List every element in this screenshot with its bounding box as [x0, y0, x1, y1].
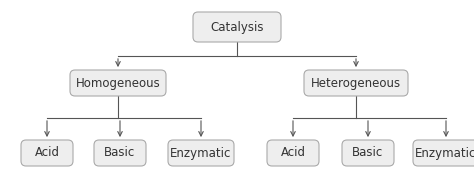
FancyBboxPatch shape — [304, 70, 408, 96]
Text: Acid: Acid — [35, 146, 60, 160]
Text: Basic: Basic — [104, 146, 136, 160]
FancyBboxPatch shape — [193, 12, 281, 42]
FancyBboxPatch shape — [342, 140, 394, 166]
FancyBboxPatch shape — [267, 140, 319, 166]
FancyBboxPatch shape — [94, 140, 146, 166]
Text: Heterogeneous: Heterogeneous — [311, 76, 401, 90]
FancyBboxPatch shape — [168, 140, 234, 166]
Text: Enzymatic: Enzymatic — [170, 146, 232, 160]
FancyBboxPatch shape — [70, 70, 166, 96]
Text: Acid: Acid — [281, 146, 306, 160]
FancyBboxPatch shape — [21, 140, 73, 166]
Text: Homogeneous: Homogeneous — [76, 76, 160, 90]
FancyBboxPatch shape — [413, 140, 474, 166]
Text: Basic: Basic — [352, 146, 383, 160]
Text: Catalysis: Catalysis — [210, 20, 264, 34]
Text: Enzymatic: Enzymatic — [415, 146, 474, 160]
